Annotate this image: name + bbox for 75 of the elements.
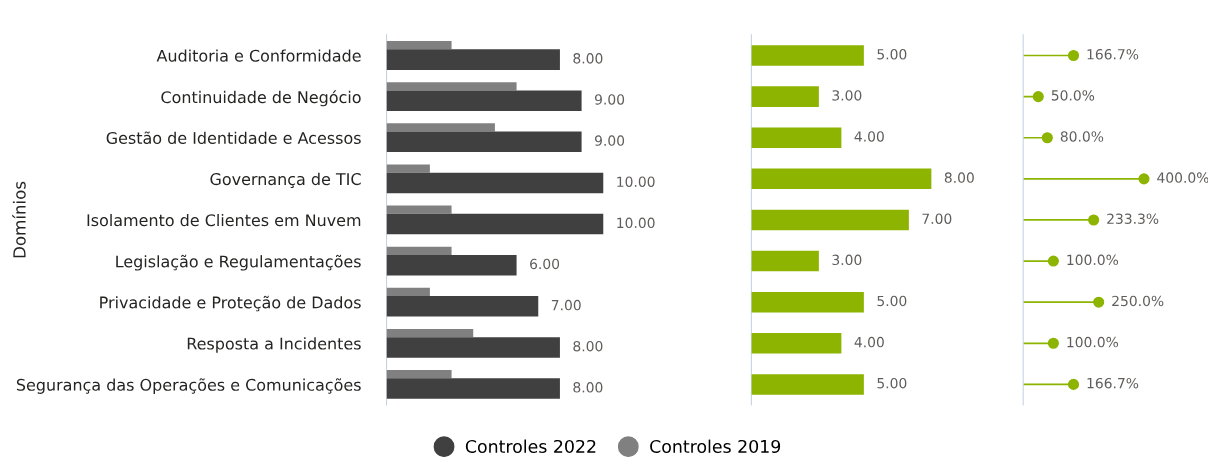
point [1047, 337, 1059, 349]
data-label: 166.7% [1087, 49, 1139, 60]
data-label: 5.00 [877, 295, 907, 307]
data-label: 166.7% [1087, 377, 1139, 389]
bar [386, 164, 430, 173]
data-label: 8.00 [573, 382, 603, 393]
y-tick-label: Gestão de Identidade e Acessos [106, 131, 361, 145]
data-label: 100.0% [1067, 254, 1119, 266]
bar [386, 296, 539, 317]
bar [386, 172, 604, 194]
bar [751, 291, 864, 313]
bar [386, 123, 495, 132]
point [1067, 378, 1080, 390]
bar [386, 205, 452, 214]
y-tick-label: Continuidade de Negócio [161, 90, 361, 107]
data-label: 250.0% [1112, 295, 1164, 307]
bar [751, 374, 864, 395]
point [1041, 132, 1053, 144]
y-tick-label: Governança de TIC [210, 172, 361, 188]
legend-label: Controles 2019 [650, 439, 781, 454]
data-label: 80.0% [1060, 131, 1104, 142]
data-label: 10.00 [617, 217, 655, 229]
bar [751, 168, 932, 190]
bar [386, 41, 452, 50]
data-label: 9.00 [594, 135, 625, 146]
point [1047, 255, 1059, 267]
data-label: 5.00 [877, 49, 907, 60]
bar [751, 127, 842, 148]
y-tick-label: Segurança das Operações e Comunicações [16, 378, 361, 394]
bar [386, 246, 452, 255]
data-label: 100.0% [1067, 336, 1119, 348]
y-tick-label: Privacidade e Proteção de Dados [100, 295, 361, 312]
data-label: 4.00 [854, 131, 884, 142]
data-label: 3.00 [832, 90, 862, 101]
bar [386, 49, 560, 70]
y-tick-label: Auditoria e Conformidade [156, 49, 361, 62]
data-label: 10.00 [617, 176, 655, 187]
bar [386, 378, 560, 399]
legend-label: Controles 2022 [465, 439, 596, 454]
point [1032, 91, 1044, 103]
bar [386, 90, 582, 111]
data-label: 3.00 [832, 254, 862, 266]
data-label: 8.00 [944, 172, 974, 183]
bar [386, 213, 604, 235]
point [1093, 296, 1105, 308]
data-label: 9.00 [594, 94, 625, 105]
data-label: 4.00 [854, 336, 884, 348]
data-label: 8.00 [573, 53, 603, 64]
data-label: 50.0% [1051, 90, 1095, 101]
data-label: 5.00 [877, 377, 907, 389]
bar [386, 287, 430, 297]
bar [751, 250, 819, 272]
y-axis-title: Domínios [12, 181, 26, 258]
data-label: 7.00 [551, 299, 581, 311]
bar [386, 337, 560, 358]
bar [386, 82, 517, 91]
y-tick-label: Isolamento de Clientes em Nuvem [87, 213, 361, 227]
data-label: 7.00 [922, 213, 952, 224]
bar [386, 254, 517, 276]
bar [751, 86, 819, 107]
data-label: 233.3% [1107, 213, 1159, 224]
bar [751, 45, 864, 66]
bar [386, 131, 582, 153]
bar [386, 370, 452, 379]
y-tick-label: Resposta a Incidentes [187, 337, 361, 353]
point [1067, 49, 1080, 62]
bar [386, 328, 474, 338]
data-label: 6.00 [530, 258, 560, 270]
point [1138, 173, 1150, 185]
point [1088, 214, 1100, 226]
y-tick-label: Legislação e Regulamentações [116, 254, 361, 271]
data-label: 400.0% [1157, 172, 1208, 183]
bar [751, 209, 909, 231]
data-label: 8.00 [573, 340, 603, 352]
bar [751, 333, 842, 354]
